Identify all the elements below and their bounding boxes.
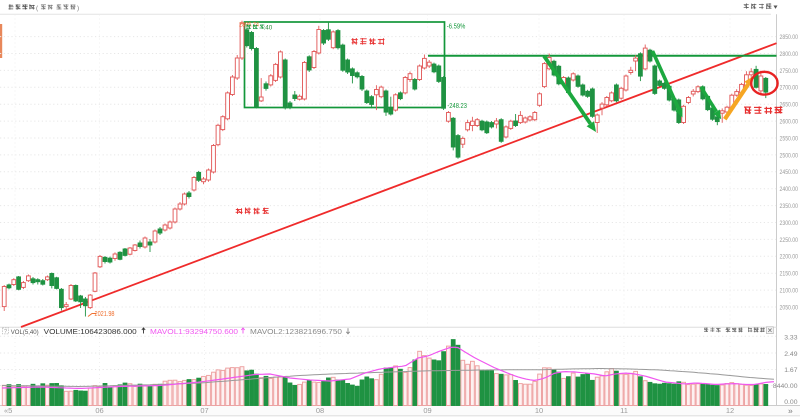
svg-text:2650.00: 2650.00 [780,102,799,109]
svg-text:-248.23: -248.23 [447,103,467,110]
svg-text:2400.00: 2400.00 [780,186,799,193]
svg-text:2050.00: 2050.00 [780,304,799,311]
svg-text:2250.00: 2250.00 [780,237,799,244]
svg-text:2200.00: 2200.00 [780,254,799,261]
svg-text:MAVOL1:93294750.600: MAVOL1:93294750.600 [150,329,238,336]
svg-text:07: 07 [200,406,208,415]
svg-text:2600.00: 2600.00 [780,119,799,126]
svg-text:-6.59%: -6.59% [447,23,466,30]
svg-text:VOL(5,40): VOL(5,40) [11,329,39,336]
svg-text:09: 09 [423,406,431,415]
svg-text:12: 12 [726,406,734,415]
svg-text:»: » [788,406,793,416]
svg-text:2350.00: 2350.00 [780,203,799,210]
svg-text:(: ( [36,5,39,12]
svg-text::40: :40 [264,24,273,31]
svg-text:11: 11 [620,406,628,415]
svg-text:1.67: 1.67 [784,367,797,374]
svg-text:8440.00: 8440.00 [773,383,798,390]
svg-text:2.49: 2.49 [784,351,797,358]
svg-text:2300.00: 2300.00 [780,220,799,227]
svg-text:3.33: 3.33 [784,334,797,341]
svg-text:2021.98: 2021.98 [95,311,115,318]
svg-text:2550.00: 2550.00 [780,135,799,142]
svg-text:2150.00: 2150.00 [780,271,799,278]
svg-text:0.00: 0.00 [784,399,797,406]
svg-text:2800.00: 2800.00 [780,51,799,58]
svg-text:06: 06 [95,406,103,415]
svg-text:10: 10 [535,406,543,415]
svg-text:2500.00: 2500.00 [780,152,799,159]
svg-text:2750.00: 2750.00 [780,68,799,75]
svg-text:): ) [77,5,79,12]
svg-text:?: ? [4,329,7,335]
svg-text:«5: «5 [4,406,12,415]
svg-text:2850.00: 2850.00 [780,34,799,41]
svg-text:2700.00: 2700.00 [780,85,799,92]
svg-text:2450.00: 2450.00 [780,169,799,176]
svg-text:MAVOL2:123821696.750: MAVOL2:123821696.750 [250,329,342,336]
svg-text:2100.00: 2100.00 [780,288,799,295]
svg-text:VOLUME:106423086.000: VOLUME:106423086.000 [44,329,137,336]
svg-text:08: 08 [316,406,324,415]
